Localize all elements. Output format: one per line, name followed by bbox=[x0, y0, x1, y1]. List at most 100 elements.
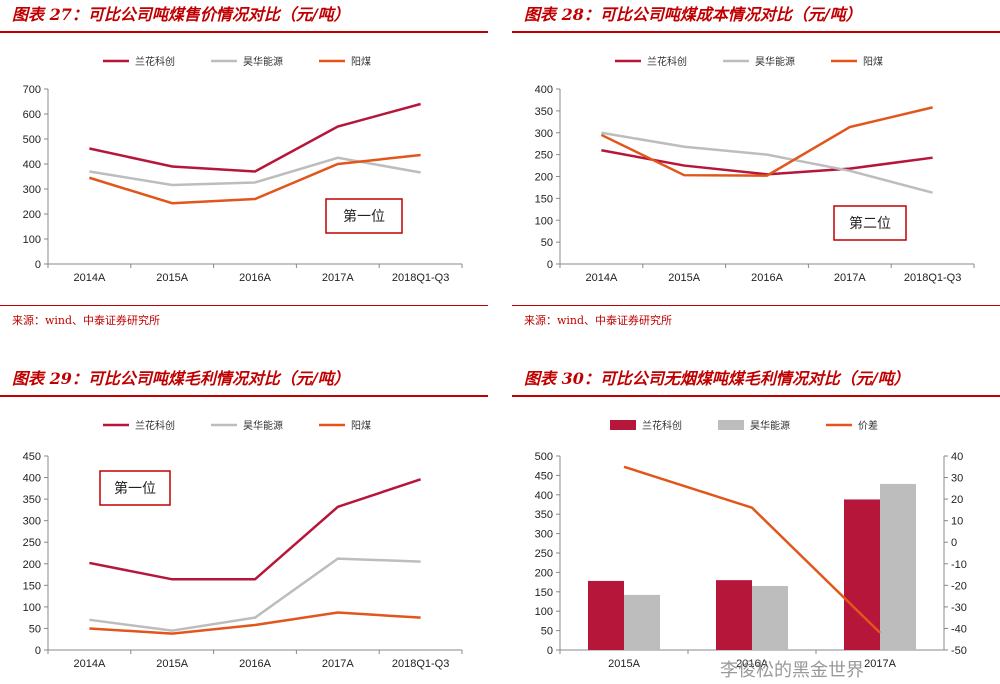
y2-tick-label: 40 bbox=[951, 451, 963, 463]
y-tick-label: 250 bbox=[535, 548, 553, 560]
y2-tick-label: 0 bbox=[951, 537, 957, 549]
x-tick-label: 2014A bbox=[585, 272, 617, 284]
y2-tick-label: -20 bbox=[951, 580, 967, 592]
chart-title: 图表 28：可比公司吨煤成本情况对比（元/吨） bbox=[512, 0, 1000, 30]
x-tick-label: 2017A bbox=[834, 272, 866, 284]
x-tick-label: 2016A bbox=[751, 272, 783, 284]
y-tick-label: 0 bbox=[547, 259, 553, 271]
series-line bbox=[601, 133, 932, 193]
watermark: 李俊松的黑金世界 bbox=[720, 656, 864, 682]
y-tick-label: 100 bbox=[23, 234, 41, 246]
chart-title: 图表 27：可比公司吨煤售价情况对比（元/吨） bbox=[0, 0, 488, 30]
legend-label: 兰花科创 bbox=[135, 55, 175, 68]
annotation-label: 第一位 bbox=[343, 208, 385, 224]
bar bbox=[716, 580, 752, 650]
legend-swatch bbox=[610, 420, 636, 430]
source-note: 来源：wind、中泰证券研究所 bbox=[524, 312, 672, 328]
x-tick-label: 2015A bbox=[156, 658, 188, 670]
y-tick-label: 300 bbox=[23, 516, 41, 528]
legend-swatch bbox=[718, 420, 744, 430]
x-tick-label: 2014A bbox=[73, 272, 105, 284]
y-tick-label: 300 bbox=[23, 184, 41, 196]
x-tick-label: 2014A bbox=[73, 658, 105, 670]
x-tick-label: 2018Q1-Q3 bbox=[904, 272, 961, 284]
y-tick-label: 300 bbox=[535, 128, 553, 140]
x-tick-label: 2018Q1-Q3 bbox=[392, 658, 449, 670]
bar bbox=[624, 595, 660, 650]
y-tick-label: 400 bbox=[535, 490, 553, 502]
y-tick-label: 0 bbox=[547, 645, 553, 657]
bar bbox=[880, 484, 916, 650]
y2-tick-label: -10 bbox=[951, 559, 967, 571]
legend-label: 阳煤 bbox=[351, 419, 371, 432]
y-tick-label: 500 bbox=[23, 134, 41, 146]
annotation-label: 第一位 bbox=[114, 480, 156, 496]
y-tick-label: 200 bbox=[535, 567, 553, 579]
y-tick-label: 50 bbox=[29, 623, 41, 635]
chart-30-svg: 050100150200250300350400450500-50-40-30-… bbox=[512, 398, 1000, 684]
y2-tick-label: 20 bbox=[951, 494, 963, 506]
bar bbox=[752, 586, 788, 650]
y2-tick-label: -30 bbox=[951, 602, 967, 614]
legend-label: 昊华能源 bbox=[243, 55, 283, 68]
y-tick-label: 100 bbox=[535, 606, 553, 618]
y-tick-label: 450 bbox=[535, 470, 553, 482]
x-tick-label: 2017A bbox=[864, 658, 896, 670]
chart-title: 图表 29：可比公司吨煤毛利情况对比（元/吨） bbox=[0, 364, 488, 394]
x-tick-label: 2017A bbox=[322, 272, 354, 284]
y-tick-label: 150 bbox=[23, 580, 41, 592]
y-tick-label: 200 bbox=[23, 209, 41, 221]
legend-label: 兰花科创 bbox=[642, 419, 682, 432]
y2-tick-label: 10 bbox=[951, 516, 963, 528]
y2-tick-label: -40 bbox=[951, 623, 967, 635]
legend-label: 兰花科创 bbox=[135, 419, 175, 432]
legend-label: 昊华能源 bbox=[750, 419, 790, 432]
y-tick-label: 350 bbox=[535, 106, 553, 118]
y-tick-label: 400 bbox=[535, 84, 553, 96]
y-tick-label: 100 bbox=[23, 602, 41, 614]
x-tick-label: 2017A bbox=[322, 658, 354, 670]
annotation-label: 第二位 bbox=[849, 215, 891, 231]
legend-label: 价差 bbox=[858, 419, 878, 432]
x-tick-label: 2015A bbox=[668, 272, 700, 284]
x-tick-label: 2018Q1-Q3 bbox=[392, 272, 449, 284]
y-tick-label: 0 bbox=[35, 645, 41, 657]
panel-chart-29: 图表 29：可比公司吨煤毛利情况对比（元/吨） 0 50 100 150 200 250 3… bbox=[0, 364, 488, 682]
y-tick-label: 150 bbox=[535, 193, 553, 205]
y-tick-label: 400 bbox=[23, 473, 41, 485]
y2-tick-label: -50 bbox=[951, 645, 967, 657]
bar bbox=[588, 581, 624, 650]
series-line bbox=[89, 559, 420, 631]
source-note: 来源：wind、中泰证券研究所 bbox=[12, 312, 160, 328]
chart-title: 图表 30：可比公司无烟煤吨煤毛利情况对比（元/吨） bbox=[512, 364, 1000, 394]
legend-label: 阳煤 bbox=[863, 55, 883, 68]
y-tick-label: 700 bbox=[23, 84, 41, 96]
y-tick-label: 250 bbox=[23, 537, 41, 549]
y-tick-label: 450 bbox=[23, 451, 41, 463]
y-tick-label: 300 bbox=[535, 529, 553, 541]
y-tick-label: 150 bbox=[535, 587, 553, 599]
y-tick-label: 200 bbox=[535, 172, 553, 184]
y-tick-label: 50 bbox=[541, 626, 553, 638]
x-tick-label: 2015A bbox=[156, 272, 188, 284]
y-tick-label: 600 bbox=[23, 109, 41, 121]
y-tick-label: 350 bbox=[23, 494, 41, 506]
y-tick-label: 50 bbox=[541, 237, 553, 249]
y-tick-label: 200 bbox=[23, 559, 41, 571]
y-tick-label: 350 bbox=[535, 509, 553, 521]
y-tick-label: 500 bbox=[535, 451, 553, 463]
y-tick-label: 250 bbox=[535, 150, 553, 162]
x-tick-label: 2016A bbox=[239, 272, 271, 284]
y-tick-label: 400 bbox=[23, 159, 41, 171]
y-tick-label: 0 bbox=[35, 259, 41, 271]
legend-label: 兰花科创 bbox=[647, 55, 687, 68]
legend-label: 阳煤 bbox=[351, 55, 371, 68]
chart-27-svg: 0 100 200 300 400 500 600 700 2014A 2015A 2016A 201… bbox=[0, 34, 488, 304]
legend-label: 昊华能源 bbox=[755, 55, 795, 68]
x-tick-label: 2015A bbox=[608, 658, 640, 670]
series-line bbox=[89, 612, 420, 633]
panel-chart-27: 图表 27：可比公司吨煤售价情况对比（元/吨） 0 100 200 300 400 500… bbox=[0, 0, 488, 340]
